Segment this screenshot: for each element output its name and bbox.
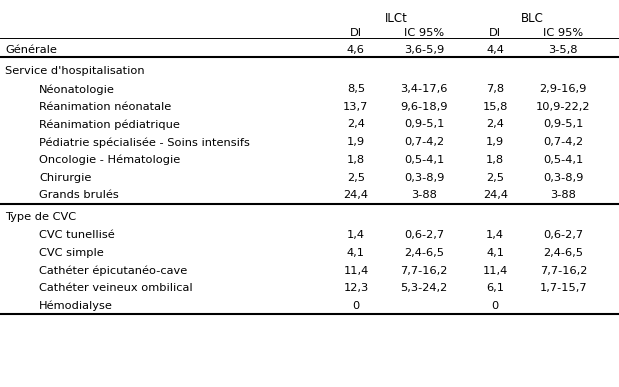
Text: 0: 0 bbox=[491, 301, 499, 311]
Text: 2,4: 2,4 bbox=[487, 120, 504, 130]
Text: 13,7: 13,7 bbox=[344, 102, 368, 112]
Text: 24,4: 24,4 bbox=[344, 190, 368, 200]
Text: Oncologie - Hématologie: Oncologie - Hématologie bbox=[39, 155, 180, 165]
Text: Hémodialyse: Hémodialyse bbox=[39, 301, 113, 312]
Text: DI: DI bbox=[350, 28, 362, 38]
Text: 1,7-15,7: 1,7-15,7 bbox=[540, 283, 587, 293]
Text: 3,4-17,6: 3,4-17,6 bbox=[400, 84, 448, 94]
Text: 10,9-22,2: 10,9-22,2 bbox=[536, 102, 591, 112]
Text: 12,3: 12,3 bbox=[344, 283, 368, 293]
Text: IC 95%: IC 95% bbox=[543, 28, 583, 38]
Text: 7,8: 7,8 bbox=[486, 84, 504, 94]
Text: 0,9-5,1: 0,9-5,1 bbox=[404, 120, 444, 130]
Text: 0,5-4,1: 0,5-4,1 bbox=[404, 155, 444, 165]
Text: 0,7-4,2: 0,7-4,2 bbox=[543, 137, 583, 147]
Text: 4,1: 4,1 bbox=[347, 248, 365, 258]
Text: IC 95%: IC 95% bbox=[404, 28, 444, 38]
Text: 5,3-24,2: 5,3-24,2 bbox=[400, 283, 448, 293]
Text: 4,6: 4,6 bbox=[347, 45, 365, 55]
Text: 1,8: 1,8 bbox=[486, 155, 504, 165]
Text: 0,6-2,7: 0,6-2,7 bbox=[543, 230, 583, 240]
Text: 0,7-4,2: 0,7-4,2 bbox=[404, 137, 444, 147]
Text: Réanimation néonatale: Réanimation néonatale bbox=[39, 102, 171, 112]
Text: 0,5-4,1: 0,5-4,1 bbox=[543, 155, 584, 165]
Text: 1,4: 1,4 bbox=[486, 230, 504, 240]
Text: 4,4: 4,4 bbox=[487, 45, 504, 55]
Text: 2,4: 2,4 bbox=[347, 120, 365, 130]
Text: 1,9: 1,9 bbox=[486, 137, 504, 147]
Text: 6,1: 6,1 bbox=[486, 283, 504, 293]
Text: 7,7-16,2: 7,7-16,2 bbox=[400, 265, 448, 276]
Text: 2,4-6,5: 2,4-6,5 bbox=[543, 248, 583, 258]
Text: CVC tunellisé: CVC tunellisé bbox=[39, 230, 115, 240]
Text: Cathéter veineux ombilical: Cathéter veineux ombilical bbox=[39, 283, 193, 293]
Text: Néonatologie: Néonatologie bbox=[39, 84, 115, 94]
Text: Générale: Générale bbox=[5, 45, 57, 55]
Text: 15,8: 15,8 bbox=[483, 102, 508, 112]
Text: 0: 0 bbox=[352, 301, 360, 311]
Text: Service d'hospitalisation: Service d'hospitalisation bbox=[5, 66, 145, 76]
Text: 2,4-6,5: 2,4-6,5 bbox=[404, 248, 444, 258]
Text: 3-5,8: 3-5,8 bbox=[548, 45, 578, 55]
Text: 3-88: 3-88 bbox=[550, 190, 576, 200]
Text: 0,3-8,9: 0,3-8,9 bbox=[543, 173, 584, 183]
Text: 2,5: 2,5 bbox=[486, 173, 504, 183]
Text: Chirurgie: Chirurgie bbox=[39, 173, 92, 183]
Text: CVC simple: CVC simple bbox=[39, 248, 104, 258]
Text: DI: DI bbox=[489, 28, 501, 38]
Text: 2,5: 2,5 bbox=[347, 173, 365, 183]
Text: 1,8: 1,8 bbox=[347, 155, 365, 165]
Text: Pédiatrie spécialisée - Soins intensifs: Pédiatrie spécialisée - Soins intensifs bbox=[39, 137, 250, 148]
Text: 8,5: 8,5 bbox=[347, 84, 365, 94]
Text: BLC: BLC bbox=[521, 12, 543, 25]
Text: 9,6-18,9: 9,6-18,9 bbox=[400, 102, 448, 112]
Text: 11,4: 11,4 bbox=[483, 265, 508, 276]
Text: 3-88: 3-88 bbox=[411, 190, 437, 200]
Text: 1,4: 1,4 bbox=[347, 230, 365, 240]
Text: 7,7-16,2: 7,7-16,2 bbox=[540, 265, 587, 276]
Text: Type de CVC: Type de CVC bbox=[5, 212, 76, 223]
Text: 11,4: 11,4 bbox=[344, 265, 368, 276]
Text: 2,9-16,9: 2,9-16,9 bbox=[540, 84, 587, 94]
Text: ILCt: ILCt bbox=[385, 12, 407, 25]
Text: 24,4: 24,4 bbox=[483, 190, 508, 200]
Text: 0,9-5,1: 0,9-5,1 bbox=[543, 120, 584, 130]
Text: 3,6-5,9: 3,6-5,9 bbox=[404, 45, 444, 55]
Text: 0,3-8,9: 0,3-8,9 bbox=[404, 173, 444, 183]
Text: 4,1: 4,1 bbox=[486, 248, 504, 258]
Text: Réanimation pédiatrique: Réanimation pédiatrique bbox=[39, 120, 180, 130]
Text: Cathéter épicutanéo-cave: Cathéter épicutanéo-cave bbox=[39, 265, 187, 276]
Text: 1,9: 1,9 bbox=[347, 137, 365, 147]
Text: 0,6-2,7: 0,6-2,7 bbox=[404, 230, 444, 240]
Text: Grands brulés: Grands brulés bbox=[39, 190, 119, 200]
